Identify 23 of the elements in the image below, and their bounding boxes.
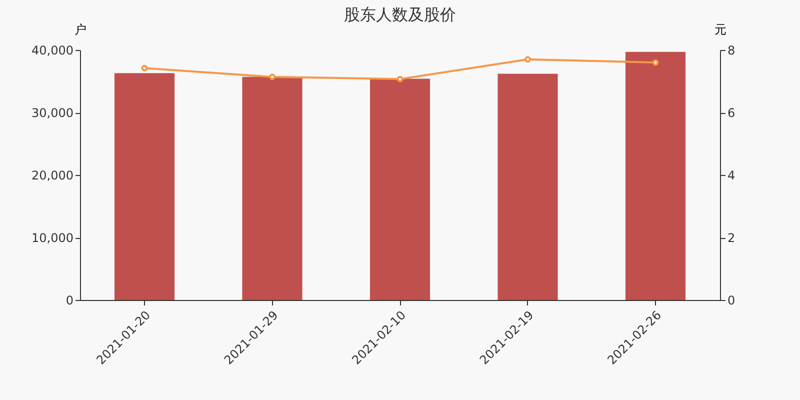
point bbox=[141, 64, 148, 72]
bar bbox=[242, 76, 302, 300]
point bbox=[652, 59, 659, 66]
point bbox=[524, 56, 531, 63]
y-tick-label: 10,000 bbox=[32, 231, 74, 245]
bar bbox=[625, 52, 686, 300]
bar bbox=[370, 78, 430, 300]
y-tick-label: 0 bbox=[66, 294, 74, 308]
bar bbox=[114, 73, 175, 300]
y2-tick-label: 2 bbox=[728, 231, 736, 245]
y2-tick-label: 6 bbox=[728, 106, 736, 120]
bar bbox=[498, 74, 558, 300]
y2-tick-label: 4 bbox=[728, 168, 736, 182]
y-axis-title: 户 bbox=[74, 22, 86, 36]
y2-tick-label: 0 bbox=[728, 294, 736, 308]
point bbox=[269, 74, 276, 80]
chart-title: 股东人数及股价 bbox=[344, 5, 456, 24]
y-tick-label: 30,000 bbox=[32, 106, 74, 120]
y2-tick-label: 8 bbox=[728, 44, 736, 58]
y-tick-label: 40,000 bbox=[32, 44, 74, 58]
point bbox=[396, 76, 404, 82]
y-tick-label: 20,000 bbox=[32, 168, 74, 182]
y2-axis-title: 元 bbox=[714, 22, 726, 36]
